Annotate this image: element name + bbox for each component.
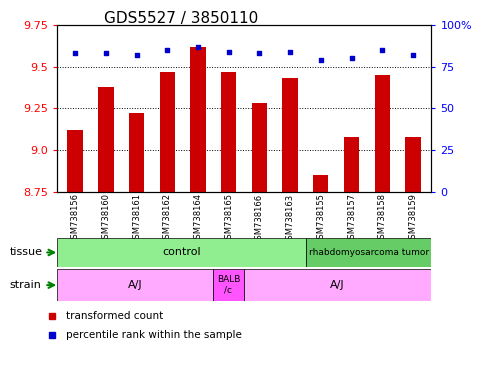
Bar bbox=[98, 87, 113, 192]
Point bbox=[255, 50, 263, 56]
Text: percentile rank within the sample: percentile rank within the sample bbox=[66, 330, 242, 340]
Text: rhabdomyosarcoma tumor: rhabdomyosarcoma tumor bbox=[309, 248, 429, 257]
Point bbox=[286, 49, 294, 55]
Point bbox=[194, 44, 202, 50]
Point bbox=[378, 47, 386, 53]
Bar bbox=[252, 103, 267, 192]
Bar bbox=[405, 137, 421, 192]
Point bbox=[409, 52, 417, 58]
Bar bbox=[307, 238, 431, 267]
Text: transformed count: transformed count bbox=[66, 311, 163, 321]
Point bbox=[317, 57, 325, 63]
Text: BALB
/c: BALB /c bbox=[217, 275, 240, 295]
Bar bbox=[129, 114, 144, 192]
Point bbox=[348, 55, 355, 61]
Bar bbox=[213, 269, 244, 301]
Bar bbox=[68, 130, 83, 192]
Bar bbox=[57, 269, 213, 301]
Text: GDS5527 / 3850110: GDS5527 / 3850110 bbox=[104, 11, 258, 26]
Text: A/J: A/J bbox=[330, 280, 345, 290]
Bar bbox=[244, 269, 431, 301]
Point bbox=[102, 50, 110, 56]
Point bbox=[225, 49, 233, 55]
Point bbox=[163, 47, 171, 53]
Bar bbox=[221, 72, 236, 192]
Bar bbox=[57, 238, 307, 267]
Bar bbox=[282, 78, 298, 192]
Point bbox=[133, 52, 141, 58]
Bar bbox=[313, 175, 328, 192]
Bar bbox=[375, 75, 390, 192]
Bar bbox=[344, 137, 359, 192]
Text: tissue: tissue bbox=[10, 247, 43, 258]
Point bbox=[71, 50, 79, 56]
Bar bbox=[190, 47, 206, 192]
Text: strain: strain bbox=[10, 280, 42, 290]
Text: A/J: A/J bbox=[128, 280, 142, 290]
Text: control: control bbox=[162, 247, 201, 258]
Bar bbox=[160, 72, 175, 192]
